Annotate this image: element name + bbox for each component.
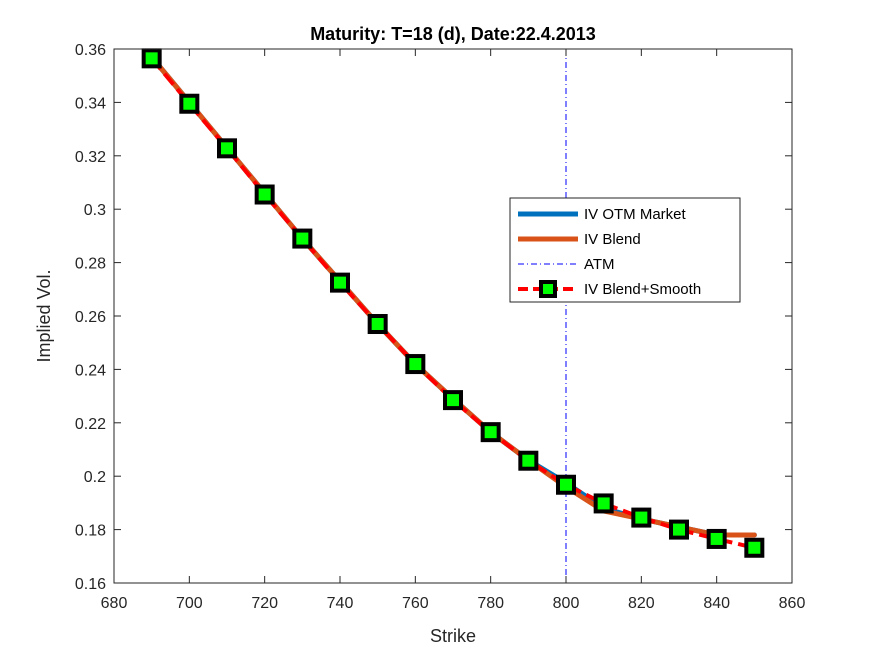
y-tick-label: 0.18 (75, 523, 106, 540)
y-tick-label: 0.2 (84, 469, 106, 486)
y-axis-title: Implied Vol. (34, 269, 54, 362)
y-tick-label: 0.3 (84, 202, 106, 219)
series-point-iv-blend-smooth (706, 528, 727, 549)
ticks-layer: 680 700 720 740 760 780 800 820 840 860 0.16 0.18 0.… (75, 42, 806, 612)
x-tick-label: 780 (477, 595, 504, 612)
series-point-iv-blend-smooth (405, 354, 426, 375)
series-layer (141, 48, 765, 583)
x-tick-label: 800 (553, 595, 580, 612)
series-point-iv-blend-smooth (367, 314, 388, 335)
legend-label: IV Blend+Smooth (584, 281, 701, 298)
y-tick-label: 0.16 (75, 576, 106, 593)
x-tick-label: 700 (176, 595, 203, 612)
x-axis-title: Strike (430, 626, 476, 646)
legend-marker (539, 280, 557, 298)
series-point-iv-blend-smooth (518, 450, 539, 471)
series-point-iv-blend-smooth (179, 93, 200, 114)
y-tick-label: 0.32 (75, 149, 106, 166)
chart-title: Maturity: T=18 (d), Date:22.4.2013 (310, 24, 596, 44)
series-point-iv-blend-smooth (631, 507, 652, 528)
legend-label: ATM (584, 256, 615, 273)
series-point-iv-blend-smooth (443, 390, 463, 411)
series-point-iv-blend-smooth (254, 184, 275, 205)
series-point-iv-blend-smooth (593, 493, 614, 514)
series-point-iv-blend-smooth (744, 537, 765, 558)
x-tick-label: 740 (327, 595, 354, 612)
legend-label: IV Blend (584, 231, 641, 248)
series-point-iv-blend-smooth (669, 519, 689, 540)
y-tick-label: 0.22 (75, 416, 106, 433)
series-point-iv-blend-smooth (292, 228, 313, 249)
y-tick-label: 0.28 (75, 256, 106, 273)
legend: IV OTM Market IV Blend ATM IV Blend+Smooth (509, 197, 741, 303)
x-tick-label: 840 (703, 595, 730, 612)
series-line-iv-blend-smooth (150, 57, 755, 550)
y-tick-label: 0.26 (75, 309, 106, 326)
x-tick-label: 720 (251, 595, 278, 612)
series-point-iv-blend-smooth (141, 48, 162, 69)
y-tick-label: 0.36 (75, 42, 106, 59)
x-tick-label: 680 (101, 595, 128, 612)
series-point-iv-blend-smooth (330, 272, 350, 293)
x-tick-label: 760 (402, 595, 429, 612)
x-tick-label: 860 (779, 595, 806, 612)
series-point-iv-blend-smooth (480, 422, 501, 443)
plot-area (114, 49, 792, 583)
y-tick-label: 0.34 (75, 95, 106, 112)
legend-label: IV OTM Market (584, 206, 687, 223)
series-point-iv-blend-smooth (556, 474, 576, 495)
x-tick-label: 820 (628, 595, 655, 612)
series-point-iv-blend-smooth (217, 138, 237, 159)
y-tick-label: 0.24 (75, 362, 106, 379)
